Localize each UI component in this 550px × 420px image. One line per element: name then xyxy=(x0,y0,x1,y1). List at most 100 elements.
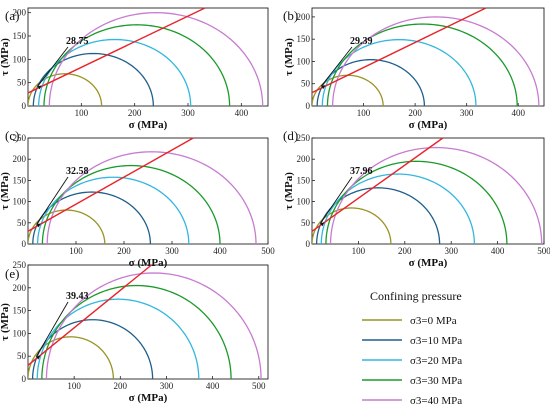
y-tick-label: 100 xyxy=(13,328,27,338)
x-tick-label: 100 xyxy=(75,108,89,118)
friction-angle-label: 29.39 xyxy=(350,36,373,47)
y-tick-label: 100 xyxy=(13,54,27,64)
annotation-arrow xyxy=(319,176,353,224)
y-tick-label: 150 xyxy=(13,306,27,316)
y-axis-title: τ (MPa) xyxy=(0,38,11,76)
chart-panel: (c) 0 50 100 150 200 250 100 200 300 400 500 σ (MPa)… xyxy=(0,128,275,269)
legend: Confining pressure σ3=0 MPa σ3=10 MPa σ3=2… xyxy=(362,289,462,407)
chart-panel: (b) 0 50 100 150 200 100 200 300 400 σ (MPa) τ (MPa… xyxy=(283,7,545,131)
x-axis-title: σ (MPa) xyxy=(129,119,168,131)
circles-group xyxy=(312,146,543,244)
chart-panel: (a) 0 50 100 150 200 100 200 300 400 σ (MPa) τ (MPa… xyxy=(0,7,269,131)
y-axis-title: τ (MPa) xyxy=(0,172,11,210)
y-tick-label: 200 xyxy=(13,154,27,164)
mohr-circle-arc xyxy=(329,146,543,244)
mohr-circle-arc xyxy=(41,284,232,379)
y-tick-label: 50 xyxy=(17,351,27,361)
plot-frame xyxy=(27,264,269,380)
x-tick-label: 300 xyxy=(165,246,179,256)
x-tick-label: 400 xyxy=(491,246,505,256)
x-tick-label: 500 xyxy=(537,246,550,256)
x-tick-label: 400 xyxy=(511,108,525,118)
y-tick-label: 50 xyxy=(301,218,311,228)
y-tick-label: 200 xyxy=(13,8,27,18)
x-tick-label: 400 xyxy=(235,108,249,118)
circles-group xyxy=(28,272,262,379)
annotation-arrow xyxy=(320,46,353,87)
x-tick-label: 300 xyxy=(160,381,174,391)
x-axis-title: σ (MPa) xyxy=(129,257,168,269)
y-axis-title: τ (MPa) xyxy=(283,38,295,76)
mohr-circle-arc xyxy=(36,298,200,379)
x-tick-label: 200 xyxy=(117,246,131,256)
mohr-circle-arc xyxy=(48,12,264,106)
legend-entry-label: σ3=30 MPa xyxy=(410,375,462,387)
failure-envelope-line xyxy=(311,7,487,94)
failure-envelope-line xyxy=(27,264,152,366)
circles-group xyxy=(28,151,257,244)
y-tick-label: 250 xyxy=(297,133,311,143)
mohr-circle-arc xyxy=(326,23,518,106)
y-tick-label: 50 xyxy=(301,79,311,89)
x-axis-title: σ (MPa) xyxy=(129,392,168,404)
y-tick-label: 150 xyxy=(297,175,311,185)
x-tick-label: 300 xyxy=(181,108,195,118)
y-tick-label: 150 xyxy=(13,31,27,41)
mohr-circle-arc xyxy=(41,164,221,244)
mohr-circle-arc xyxy=(331,16,540,106)
friction-angle-label: 37.96 xyxy=(350,166,373,177)
x-tick-label: 200 xyxy=(398,246,412,256)
x-tick-label: 100 xyxy=(352,246,366,256)
mohr-circle-arc xyxy=(43,24,231,106)
x-tick-label: 100 xyxy=(357,108,371,118)
x-tick-label: 200 xyxy=(128,108,142,118)
legend-entry-label: σ3=10 MPa xyxy=(410,335,462,347)
annotation-arrow xyxy=(37,46,69,87)
chart-panel: (d) 0 50 100 150 200 250 100 200 300 400 500 σ (MPa)… xyxy=(283,128,550,269)
y-tick-label: 200 xyxy=(297,12,311,22)
mohr-circle-arc xyxy=(32,52,154,106)
y-tick-label: 150 xyxy=(13,175,27,185)
failure-envelope-line xyxy=(311,137,444,232)
y-tick-label: 50 xyxy=(17,218,27,228)
mohr-circle-arc xyxy=(28,336,115,379)
x-tick-label: 300 xyxy=(444,246,458,256)
legend-entry-label: σ3=0 MPa xyxy=(410,315,457,327)
x-tick-label: 200 xyxy=(114,381,128,391)
legend-items: σ3=0 MPa σ3=10 MPa σ3=20 MPa σ3=30 MPa σ3=40… xyxy=(362,315,462,407)
plot-frame xyxy=(27,7,269,107)
chart-panel: (e) 0 50 100 150 200 250 100 200 300 400 500 σ (MPa)… xyxy=(0,260,269,404)
circles-group xyxy=(312,16,540,106)
failure-envelope-line xyxy=(27,7,206,94)
annotation-arrow xyxy=(35,301,69,357)
annotation-arrow xyxy=(36,176,69,225)
panel-label: (d) xyxy=(283,128,298,143)
annotation-arrowhead xyxy=(36,355,41,360)
x-tick-label: 200 xyxy=(408,108,422,118)
panel-label: (c) xyxy=(5,128,19,143)
x-tick-label: 400 xyxy=(206,381,220,391)
y-tick-label: 200 xyxy=(13,283,27,293)
y-tick-label: 0 xyxy=(306,101,311,111)
y-tick-label: 0 xyxy=(22,239,27,249)
annotation-arrowhead xyxy=(37,85,42,90)
mohr-circle-arc xyxy=(38,38,192,106)
failure-envelope-line xyxy=(27,137,194,232)
y-tick-label: 250 xyxy=(13,133,27,143)
mohr-circle-arc xyxy=(321,38,477,106)
x-tick-label: 300 xyxy=(460,108,474,118)
y-tick-label: 250 xyxy=(13,260,27,270)
friction-angle-label: 28.75 xyxy=(66,36,89,47)
x-axis-title: σ (MPa) xyxy=(409,257,448,269)
y-tick-label: 0 xyxy=(22,101,27,111)
x-tick-label: 500 xyxy=(261,246,275,256)
y-tick-label: 100 xyxy=(297,56,311,66)
mohr-circle-arc xyxy=(46,151,257,244)
plot-frame xyxy=(311,7,545,107)
mohr-circle-arc xyxy=(312,207,392,244)
circles-group xyxy=(28,12,264,106)
panel-label: (e) xyxy=(5,266,19,281)
x-tick-label: 400 xyxy=(213,246,227,256)
mohr-circle-arc xyxy=(36,176,190,244)
